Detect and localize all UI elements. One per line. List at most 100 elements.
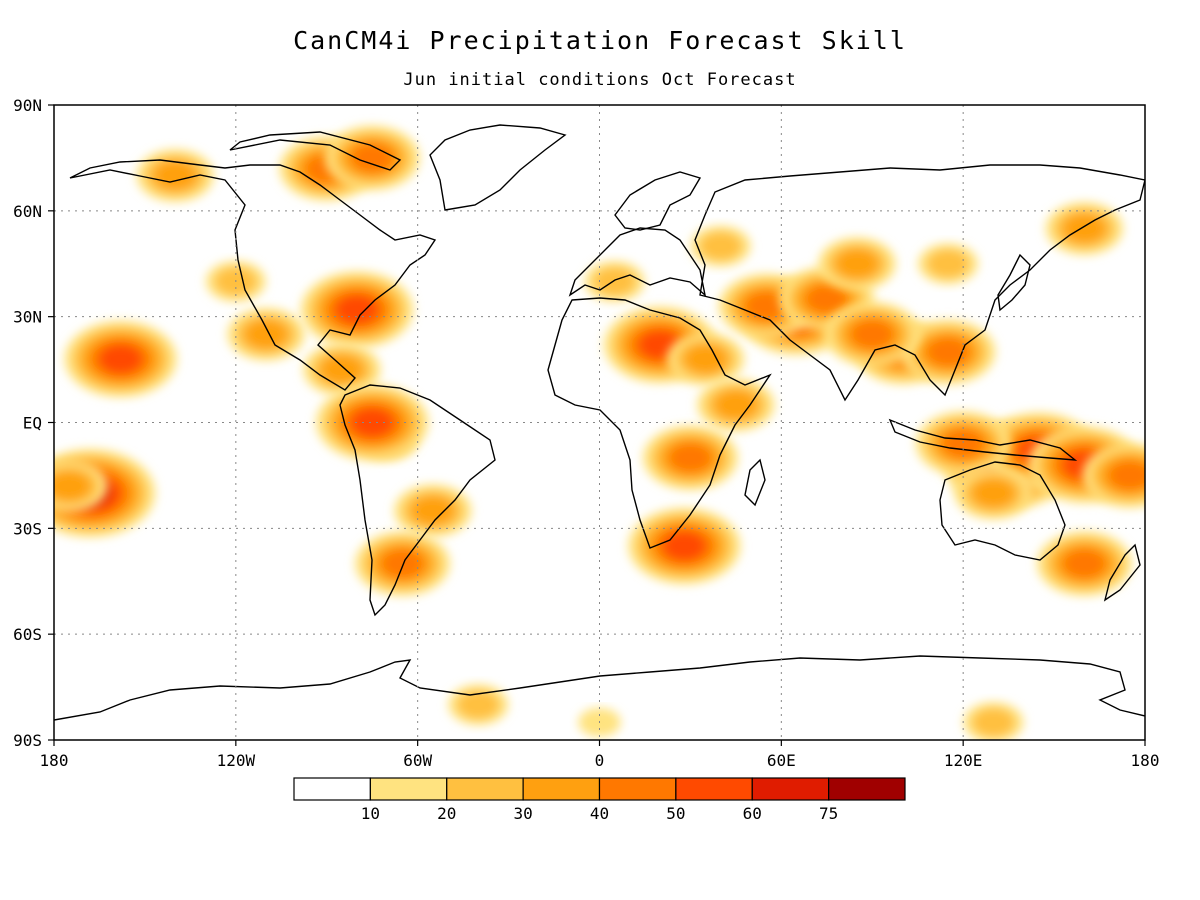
skill-contour — [805, 284, 849, 314]
skill-contour — [593, 266, 636, 296]
coastlines — [54, 124, 1145, 721]
axis-ticks: 180 120W 60W 0 60E 120E 180 90N 60N 30N EQ 30S 60S 90… — [13, 96, 1159, 770]
skill-contour — [335, 295, 379, 325]
skill-contour — [1108, 460, 1145, 490]
y-tick-label: 30S — [13, 519, 42, 538]
skill-contour — [972, 478, 1015, 508]
skill-region — [1082, 443, 1145, 508]
skill-region — [954, 466, 1033, 520]
colorbar-swatch — [369, 777, 448, 801]
skill-region — [584, 260, 645, 302]
new-zealand-coast — [1103, 543, 1141, 602]
skill-region — [300, 271, 414, 348]
skill-region — [355, 531, 451, 596]
y-tick-label: 30N — [13, 308, 42, 327]
skill-region — [64, 320, 177, 398]
skill-region — [690, 225, 751, 267]
skill-contour — [320, 355, 364, 385]
colorbar-swatch — [675, 777, 753, 801]
y-tick-label: 90N — [13, 96, 42, 115]
skill-contour — [851, 319, 894, 349]
japan-coast — [997, 253, 1031, 312]
skill-region — [918, 243, 979, 285]
map-subtitle: Jun initial conditions Oct Forecast — [403, 70, 797, 90]
skill-contour — [744, 291, 788, 321]
skill-contour — [941, 429, 985, 459]
colorbar-label: 40 — [590, 804, 609, 823]
skill-region — [1045, 202, 1124, 255]
madagascar-coast — [744, 458, 766, 507]
skill-contour — [669, 443, 712, 473]
skill-region — [818, 237, 896, 291]
skill-region — [824, 302, 920, 367]
europe-coast — [568, 227, 707, 297]
skill-contour — [1063, 549, 1106, 579]
skill-region — [136, 149, 214, 202]
colorbar-label: 50 — [666, 804, 685, 823]
skill-contour — [972, 707, 1015, 737]
south-america-coast — [339, 384, 496, 617]
colorbar-swatch — [751, 777, 830, 801]
skill-region — [900, 319, 996, 385]
grid-lines — [54, 105, 1145, 740]
x-tick-label: 0 — [595, 751, 605, 770]
colorbar-label: 30 — [513, 804, 532, 823]
colorbar-label: 60 — [743, 804, 762, 823]
skill-region — [54, 459, 108, 513]
skill-region — [315, 384, 429, 461]
north-america-coast — [69, 159, 437, 391]
skill-contour — [926, 249, 970, 279]
skill-contour — [153, 161, 197, 191]
y-tick-label: 90S — [13, 731, 42, 750]
africa-coast — [547, 297, 772, 549]
skill-contour — [663, 531, 706, 561]
skill-field — [54, 125, 1145, 740]
skill-contour — [714, 390, 758, 420]
australia-coast — [939, 461, 1066, 561]
y-tick-label: EQ — [23, 414, 42, 433]
indonesia-coast — [888, 418, 1078, 461]
x-tick-label: 120W — [217, 751, 256, 770]
asia-coast — [694, 164, 1145, 402]
colorbar-label: 75 — [819, 804, 838, 823]
colorbar-swatch — [828, 777, 906, 801]
skill-contour — [381, 549, 424, 579]
scandinavia-coast — [614, 171, 702, 231]
skill-contour — [835, 249, 879, 279]
skill-contour — [350, 408, 394, 437]
skill-region — [697, 378, 775, 432]
skill-contour — [699, 231, 742, 261]
skill-contour — [457, 690, 500, 720]
colorbar-label: 20 — [437, 804, 456, 823]
y-tick-label: 60N — [13, 202, 42, 221]
y-tick-label: 60S — [13, 625, 42, 644]
skill-region — [1036, 531, 1132, 596]
colorbar-swatch — [522, 777, 601, 801]
x-tick-label: 180 — [1131, 751, 1160, 770]
skill-region — [963, 701, 1024, 740]
map-title: CanCM4i Precipitation Forecast Skill — [293, 26, 907, 55]
skill-region — [394, 484, 472, 538]
skill-region — [227, 307, 305, 361]
greenland-coast — [429, 124, 567, 211]
colorbar: 10 20 30 40 50 60 75 — [293, 777, 906, 823]
colorbar-swatch — [446, 777, 524, 801]
x-tick-label: 180 — [40, 751, 69, 770]
skill-contour — [684, 344, 727, 374]
skill-region — [642, 425, 738, 491]
arctic-islands — [229, 131, 402, 171]
skill-region — [666, 332, 745, 386]
skill-region — [628, 507, 741, 585]
skill-region — [324, 125, 420, 191]
skill-contour — [1063, 214, 1106, 243]
colorbar-swatch — [598, 777, 677, 801]
x-tick-label: 120E — [944, 751, 983, 770]
x-tick-label: 60W — [403, 751, 432, 770]
skill-contour — [54, 471, 91, 501]
skill-contour — [411, 496, 455, 526]
colorbar-label: 10 — [361, 804, 380, 823]
antarctica-coast — [54, 655, 1145, 721]
skill-contour — [244, 319, 288, 349]
colorbar-swatch — [293, 777, 371, 801]
